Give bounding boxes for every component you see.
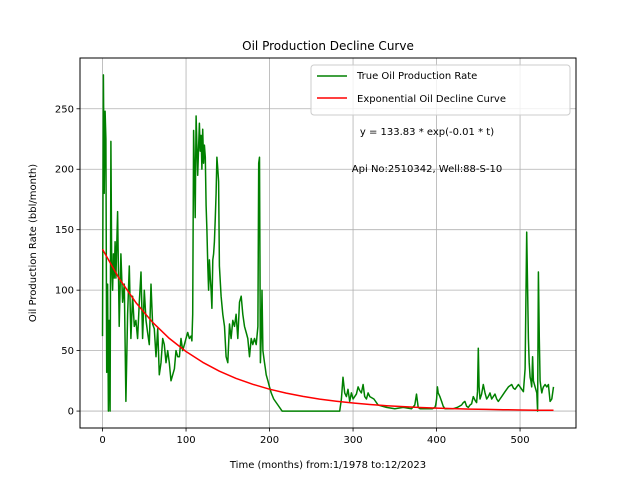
y-tick-label: 0: [68, 407, 74, 418]
legend-label-true-rate: True Oil Production Rate: [356, 71, 477, 82]
legend-box: [310, 64, 571, 116]
y-tick-label: 200: [55, 165, 74, 176]
legend: True Oil Production Rate Exponential Oil…: [310, 64, 571, 116]
legend-label-decline-curve: Exponential Oil Decline Curve: [357, 94, 506, 105]
y-axis-label: Oil Production Rate (bbl/month): [28, 164, 39, 322]
grid: [80, 58, 576, 428]
axes-frame: [79, 57, 577, 429]
x-tick-label: 100: [177, 435, 196, 446]
true-rate-line: [101, 74, 555, 412]
decline-curve-line: [101, 248, 554, 412]
x-tick-label: 200: [260, 435, 279, 446]
x-tick-label: 300: [344, 435, 363, 446]
x-tick-label: 400: [427, 435, 446, 446]
x-tick-label: 500: [511, 435, 530, 446]
y-tick-label: 150: [55, 225, 74, 236]
equation-annotation: y = 133.83 * exp(-0.01 * t): [360, 127, 494, 138]
x-axis-label: Time (months) from:1/1978 to:12/2023: [229, 460, 426, 471]
chart-title: Oil Production Decline Curve: [242, 39, 414, 53]
y-tick-label: 100: [55, 286, 74, 297]
plot-area: [101, 74, 555, 412]
ticks: 0 100 200 300 400 500 0 50 100 150 200 250: [55, 104, 530, 446]
y-tick-label: 50: [61, 346, 74, 357]
x-tick-label: 0: [99, 435, 105, 446]
well-annotation: Api No:2510342, Well:88-S-10: [352, 164, 502, 175]
y-tick-label: 250: [55, 104, 74, 115]
